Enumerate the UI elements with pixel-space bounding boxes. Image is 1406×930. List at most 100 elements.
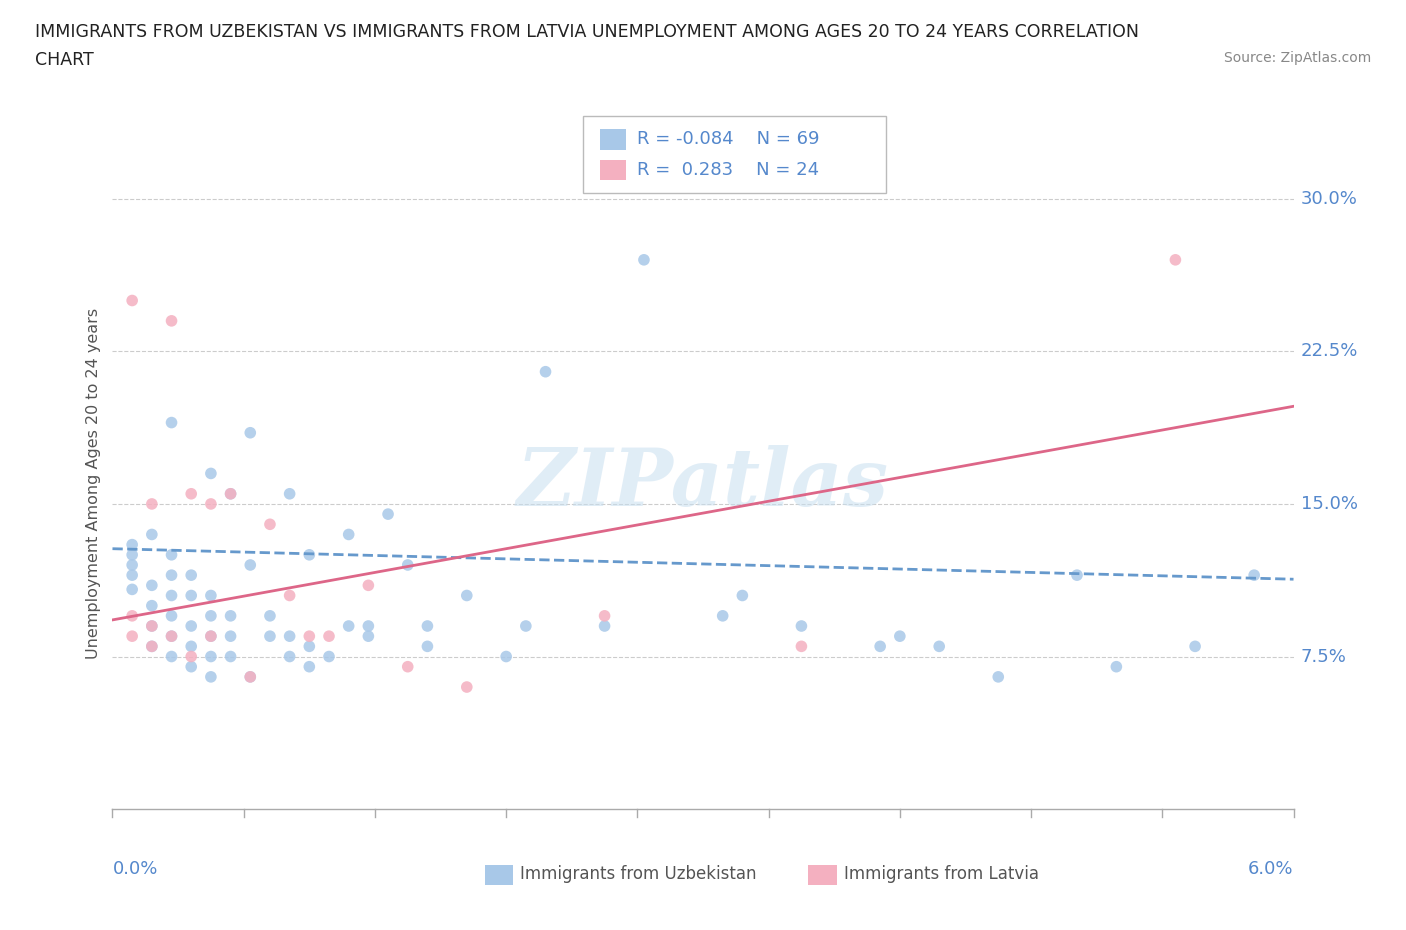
Point [377,507,399,522]
Point [298,548,321,563]
Point [1243,567,1265,582]
Point [889,629,911,644]
Point [987,670,1010,684]
Point [456,680,478,695]
Point [278,629,301,644]
Point [121,293,143,308]
Point [633,252,655,267]
Point [357,618,380,633]
Point [160,313,183,328]
Point [593,608,616,623]
Point [298,659,321,674]
Point [259,517,281,532]
Point [869,639,891,654]
Point [160,629,183,644]
Point [200,497,222,512]
Point [928,639,950,654]
Point [239,670,262,684]
Point [259,629,281,644]
Point [160,415,183,430]
Point [278,649,301,664]
Point [298,639,321,654]
Text: R = -0.084    N = 69: R = -0.084 N = 69 [637,130,820,149]
Point [239,557,262,572]
Point [180,639,202,654]
Point [790,618,813,633]
Point [219,486,242,501]
Text: 22.5%: 22.5% [1301,342,1358,360]
Text: Immigrants from Latvia: Immigrants from Latvia [844,865,1039,884]
Text: 7.5%: 7.5% [1301,647,1347,666]
Point [298,629,321,644]
Point [180,649,202,664]
Point [141,497,163,512]
Point [141,639,163,654]
Y-axis label: Unemployment Among Ages 20 to 24 years: Unemployment Among Ages 20 to 24 years [86,308,101,659]
Point [416,639,439,654]
Point [180,588,202,603]
Point [160,629,183,644]
Point [318,629,340,644]
Point [396,659,419,674]
Text: R =  0.283    N = 24: R = 0.283 N = 24 [637,161,820,179]
Point [219,486,242,501]
Text: Source: ZipAtlas.com: Source: ZipAtlas.com [1223,51,1371,65]
Point [160,548,183,563]
Point [200,588,222,603]
Point [200,608,222,623]
Point [1164,252,1187,267]
Point [1105,659,1128,674]
Text: 6.0%: 6.0% [1249,860,1294,878]
Text: 0.0%: 0.0% [112,860,157,878]
Point [141,527,163,542]
Text: 15.0%: 15.0% [1301,495,1358,513]
Point [337,618,360,633]
Point [200,466,222,481]
Point [239,425,262,440]
Point [200,649,222,664]
Point [219,629,242,644]
Point [180,486,202,501]
Point [141,618,163,633]
Point [357,578,380,592]
Text: Immigrants from Uzbekistan: Immigrants from Uzbekistan [520,865,756,884]
Point [1184,639,1206,654]
Point [141,578,163,592]
Point [141,639,163,654]
Point [534,365,557,379]
Point [495,649,517,664]
Point [731,588,754,603]
Point [200,670,222,684]
Point [121,582,143,597]
Point [219,608,242,623]
Point [160,588,183,603]
Point [711,608,734,623]
Point [180,659,202,674]
Point [200,629,222,644]
Point [219,649,242,664]
Point [357,629,380,644]
Point [160,649,183,664]
Text: IMMIGRANTS FROM UZBEKISTAN VS IMMIGRANTS FROM LATVIA UNEMPLOYMENT AMONG AGES 20 : IMMIGRANTS FROM UZBEKISTAN VS IMMIGRANTS… [35,23,1139,41]
Point [121,538,143,552]
Point [1066,567,1088,582]
Point [121,567,143,582]
Point [278,588,301,603]
Point [259,608,281,623]
Point [456,588,478,603]
Point [121,548,143,563]
Point [318,649,340,664]
Point [160,567,183,582]
Point [278,486,301,501]
Point [200,629,222,644]
Text: CHART: CHART [35,51,94,69]
Point [180,567,202,582]
Text: 30.0%: 30.0% [1301,190,1357,207]
Point [515,618,537,633]
Point [396,557,419,572]
Point [141,618,163,633]
Point [121,629,143,644]
Point [239,670,262,684]
Point [121,608,143,623]
Point [593,618,616,633]
